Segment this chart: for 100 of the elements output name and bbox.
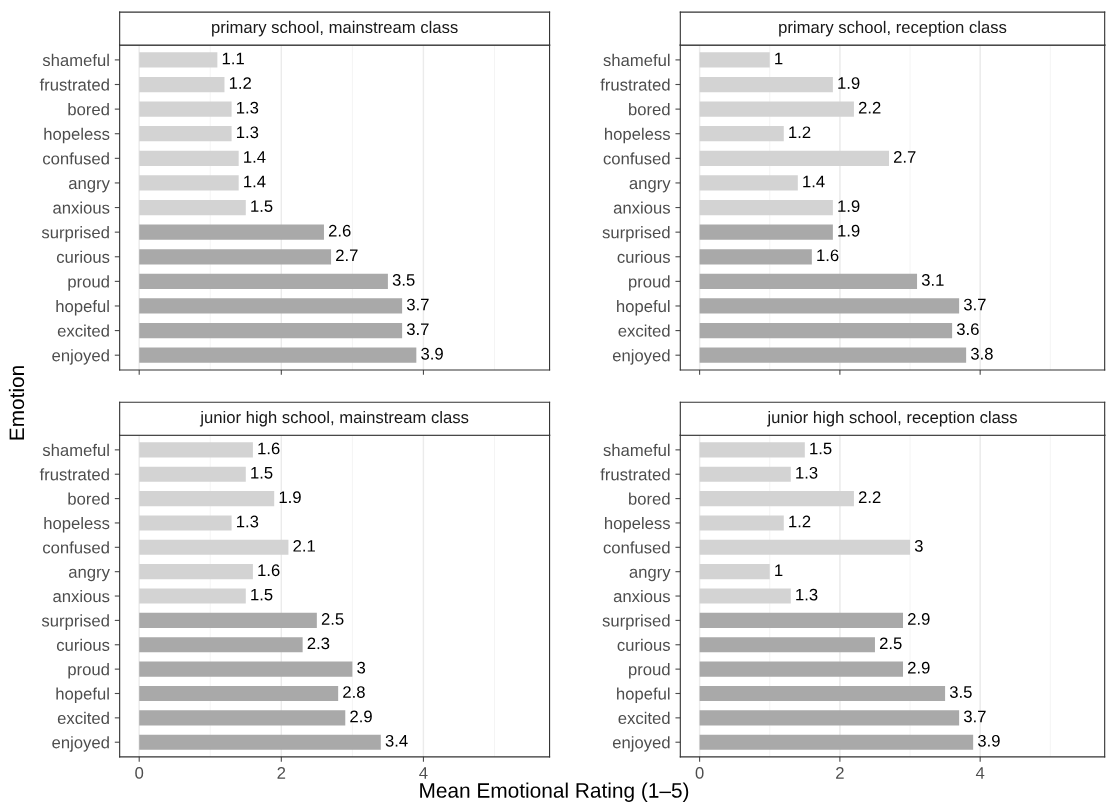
y-tick-label: frustrated [600,78,670,91]
data-label: 3 [914,539,923,552]
y-tick-label: angry [68,568,110,582]
data-label: 3.9 [421,347,443,360]
chart-title: primary school, mainstream class [212,20,458,37]
y-tick-label: angry [629,180,671,193]
data-label: 2.1 [293,539,315,552]
y-tick-label: bored [629,103,670,116]
y-tick-label: bored [629,492,670,505]
data-label: 1.5 [251,200,273,213]
y-tick-label: anxious [53,201,110,214]
data-label: 3 [357,661,366,674]
y-tick-label: frustrated [39,78,109,91]
data-label: 2.2 [858,491,881,503]
x-tick-label: 4 [975,767,985,779]
data-label: 1.5 [251,467,273,479]
y-tick-label: confused [43,541,109,554]
data-label: 3.9 [977,734,1000,747]
data-label: 1.6 [258,442,280,455]
y-tick-label: surprised [602,614,670,630]
data-label: 3.5 [949,686,972,698]
y-tick-label: bored [68,103,109,116]
data-label: 3.4 [385,734,408,747]
y-tick-label: angry [68,180,110,193]
data-label: 1 [775,564,783,576]
y-tick-label: enjoyed [52,736,109,752]
data-label: 1.6 [258,564,280,577]
y-tick-label: curious [617,250,670,263]
y-tick-label: hopeless [605,516,670,533]
data-label: 1.6 [817,249,839,262]
data-label: 1.3 [237,101,259,114]
data-label: 2.5 [879,637,902,650]
y-tick-label: hopeful [617,299,670,316]
y-tick-label: excited [57,711,109,725]
y-tick-label: hopeless [605,127,670,144]
y-tick-label: enjoyed [612,349,670,365]
y-tick-label: confused [603,541,670,554]
data-label: 1.4 [244,151,266,163]
y-tick-label: hopeful [56,687,109,703]
y-tick-label: proud [629,275,670,291]
y-tick-label: proud [68,275,109,291]
data-label: 3.1 [921,274,944,286]
y-tick-label: surprised [602,226,670,242]
x-tick-label: 0 [695,767,704,779]
x-tick-label: 4 [419,767,428,779]
y-tick-label: excited [618,711,670,725]
data-label: 3.6 [956,323,979,336]
y-tick-label: enjoyed [612,736,670,752]
chart-title: junior high school, reception class [767,410,1017,427]
y-tick-label: excited [618,324,670,337]
y-tick-label: proud [68,663,109,679]
data-label: 3.7 [406,323,429,336]
y-tick-label: curious [56,250,110,263]
y-tick-label: confused [43,152,109,165]
data-label: 1.9 [838,77,860,89]
data-label: 2.6 [328,224,351,237]
y-tick-label: hopeful [617,687,670,703]
data-label: 1.3 [237,126,259,139]
y-tick-label: enjoyed [52,349,109,365]
y-tick-label: surprised [41,614,109,630]
y-tick-label: curious [617,638,670,651]
data-label: 2.2 [858,101,881,114]
y-axis-title: Emotion [8,366,25,440]
data-label: 1.1 [222,52,244,65]
data-label: 3.7 [963,710,986,723]
data-label: 1.5 [810,442,832,455]
y-tick-label: shameful [42,53,109,67]
y-tick-label: anxious [53,590,110,603]
data-label: 2.9 [350,710,372,723]
y-tick-label: angry [629,568,671,582]
data-label: 3.8 [970,347,993,360]
data-label: 2.7 [336,249,358,262]
y-tick-label: shameful [603,443,670,457]
data-label: 2.3 [307,637,330,650]
data-label: 1.2 [789,515,811,528]
data-label: 1.3 [796,588,818,601]
data-label: 1.3 [237,515,259,528]
data-label: 2.9 [908,613,930,625]
data-label: 1.4 [803,175,825,188]
x-axis-title: Mean Emotional Rating (1–5) [420,782,689,802]
data-label: 1.4 [244,175,266,188]
y-tick-label: excited [57,324,109,337]
chart-title: junior high school, mainstream class [199,410,469,427]
data-label: 2.5 [321,613,344,625]
data-label: 1 [775,52,783,65]
data-label: 1.2 [229,77,251,89]
data-label: 1.2 [789,126,811,139]
x-tick-label: 0 [135,767,144,779]
data-label: 1.5 [251,588,273,601]
y-tick-label: proud [629,663,670,679]
data-label: 1.3 [796,466,818,479]
y-tick-label: frustrated [600,468,670,481]
data-label: 1.9 [838,200,860,213]
data-label: 3.7 [963,298,986,311]
y-tick-label: confused [603,152,670,165]
y-tick-label: hopeless [44,516,110,533]
data-label: 2.7 [893,151,916,163]
chart-title: primary school, reception class [779,20,1007,37]
y-tick-label: frustrated [39,468,109,481]
y-tick-label: bored [68,492,109,505]
